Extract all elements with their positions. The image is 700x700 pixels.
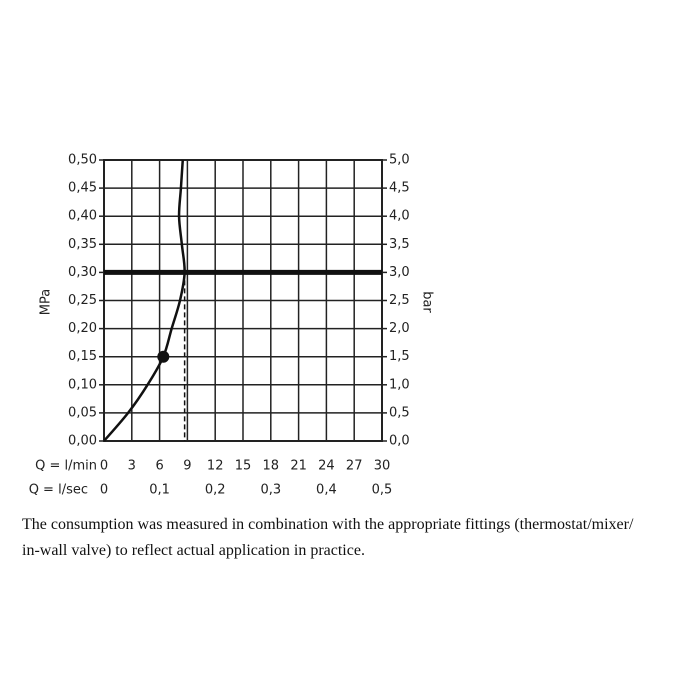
x2-tick-label: 0,4 bbox=[316, 483, 337, 498]
x-tick-label: 6 bbox=[155, 459, 163, 474]
y2-tick-label: 2,0 bbox=[389, 321, 410, 336]
y2-axis-label: bar bbox=[420, 291, 435, 313]
y2-tick-label: 0,0 bbox=[389, 434, 410, 449]
y-tick-label: 0,05 bbox=[68, 405, 97, 420]
x2-axis-label: Q = l/sec bbox=[29, 483, 88, 498]
y-tick-label: 0,35 bbox=[68, 237, 97, 252]
y2-tick-label: 4,5 bbox=[389, 181, 410, 196]
x-tick-label: 27 bbox=[346, 459, 363, 474]
y-tick-label: 0,40 bbox=[68, 209, 97, 224]
curve bbox=[103, 159, 186, 442]
y-tick-label: 0,25 bbox=[68, 293, 97, 308]
x-tick-label: 30 bbox=[374, 459, 391, 474]
x-axis-label: Q = l/min bbox=[35, 459, 97, 474]
x-tick-label: 24 bbox=[318, 459, 335, 474]
x2-tick-label: 0,5 bbox=[372, 483, 393, 498]
x2-tick-label: 0,3 bbox=[260, 483, 281, 498]
y2-tick-label: 3,5 bbox=[389, 237, 410, 252]
y2-tick-label: 3,0 bbox=[389, 265, 410, 280]
y-tick-label: 0,50 bbox=[68, 153, 97, 168]
plot-frame bbox=[103, 159, 383, 442]
x-tick-label: 3 bbox=[128, 459, 136, 474]
caption-line: The consumption was measured in combinat… bbox=[22, 516, 634, 533]
y2-tick-label: 2,5 bbox=[389, 293, 410, 308]
caption: The consumption was measured in combinat… bbox=[22, 512, 633, 564]
y-tick-label: 0,30 bbox=[68, 265, 97, 280]
x-tick-label: 18 bbox=[263, 459, 280, 474]
chart: 0,000,050,100,150,200,250,300,350,400,45… bbox=[29, 153, 435, 498]
y-tick-label: 0,45 bbox=[68, 181, 97, 196]
y-tick-label: 0,15 bbox=[68, 349, 97, 364]
x-tick-label: 15 bbox=[235, 459, 252, 474]
y2-tick-label: 4,0 bbox=[389, 209, 410, 224]
x2-tick-label: 0,2 bbox=[205, 483, 226, 498]
y2-tick-label: 5,0 bbox=[389, 153, 410, 168]
y-tick-label: 0,00 bbox=[68, 434, 97, 449]
y2-tick-label: 1,5 bbox=[389, 349, 410, 364]
x-tick-label: 21 bbox=[290, 459, 307, 474]
y-tick-label: 0,10 bbox=[68, 377, 97, 392]
x-tick-label: 12 bbox=[207, 459, 224, 474]
y2-tick-label: 1,0 bbox=[389, 377, 410, 392]
y-tick-label: 0,20 bbox=[68, 321, 97, 336]
x-tick-label: 9 bbox=[183, 459, 191, 474]
y2-tick-label: 0,5 bbox=[389, 405, 410, 420]
x2-tick-label: 0,1 bbox=[149, 483, 170, 498]
x-tick-label: 0 bbox=[100, 459, 108, 474]
operating-point bbox=[157, 350, 170, 363]
x2-tick-label: 0 bbox=[100, 483, 108, 498]
y-axis-label: MPa bbox=[39, 289, 54, 315]
caption-line: in-wall valve) to reflect actual applica… bbox=[22, 542, 365, 559]
